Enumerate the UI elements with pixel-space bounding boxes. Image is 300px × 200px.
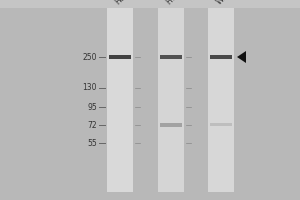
Bar — [0, 0, 300, 8]
Text: 130: 130 — [82, 84, 97, 92]
Text: 250: 250 — [82, 52, 97, 62]
Bar — [158, 8, 184, 192]
Bar — [210, 55, 232, 59]
Bar — [208, 8, 234, 192]
Polygon shape — [237, 51, 246, 63]
Text: 95: 95 — [87, 102, 97, 112]
Bar — [210, 123, 232, 126]
Text: Hela: Hela — [114, 0, 132, 6]
Text: 72: 72 — [87, 120, 97, 130]
Text: HT-29: HT-29 — [165, 0, 187, 6]
Bar — [107, 8, 133, 192]
Bar — [160, 123, 182, 127]
Bar — [109, 55, 131, 59]
Bar — [160, 55, 182, 59]
Text: 55: 55 — [87, 138, 97, 148]
Text: WiDr: WiDr — [214, 0, 234, 6]
